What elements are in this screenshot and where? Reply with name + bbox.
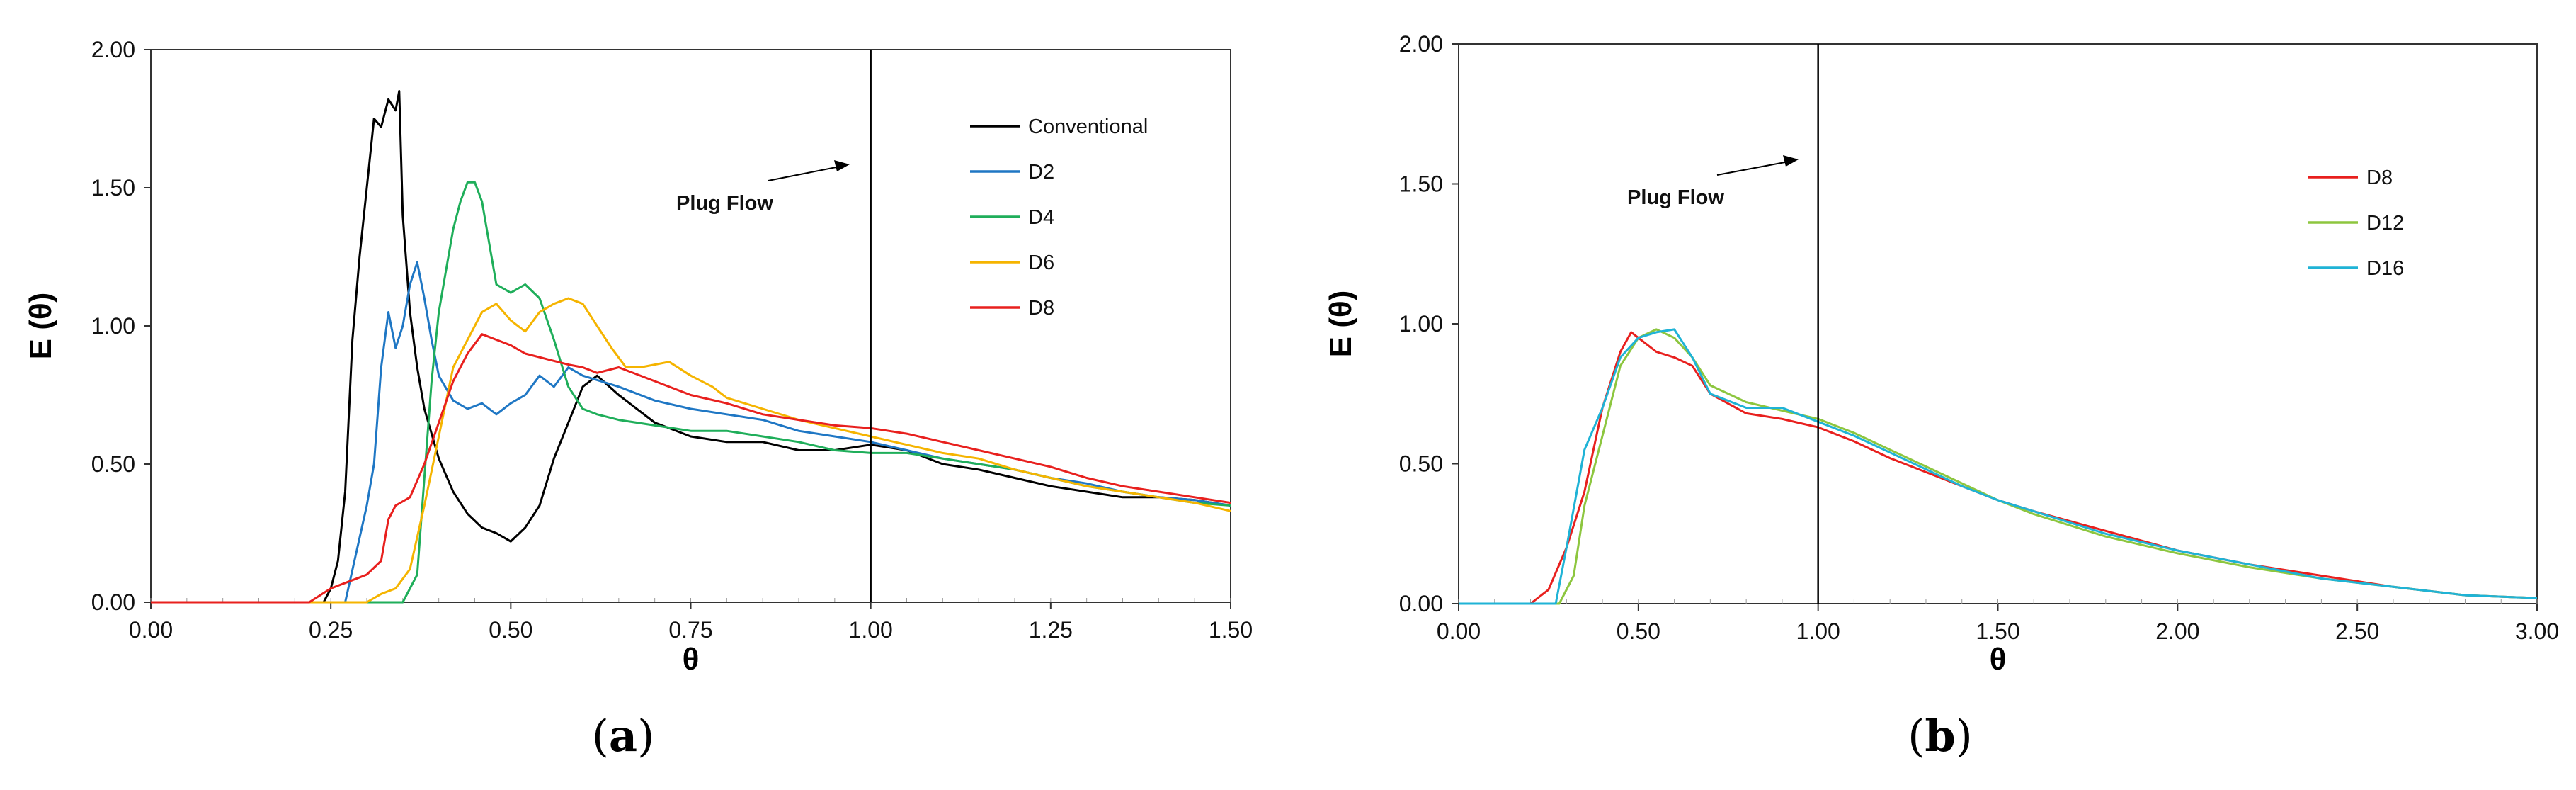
- x-tick-label: 0.00: [1437, 619, 1481, 644]
- arrow-head: [834, 160, 850, 171]
- arrow-head: [1783, 155, 1799, 167]
- series-line-conventional: [151, 90, 1231, 604]
- tick-group: 0.00 0.50 1.00 1.50 2.00 2.50 3.00 0.00 0.50 1.00…: [1399, 31, 2559, 644]
- caption-letter: a: [609, 710, 637, 762]
- arrow-shaft: [768, 166, 840, 181]
- x-tick-label: 0.75: [668, 617, 712, 643]
- series-line-d4: [151, 181, 1231, 604]
- y-axis-label: E (θ): [1323, 290, 1358, 358]
- x-tick-label: 0.50: [489, 617, 532, 643]
- plug-flow-arrow: [768, 160, 850, 181]
- y-tick-label: 1.50: [91, 175, 135, 201]
- x-tick-label: 3.00: [2515, 619, 2559, 644]
- series-line-d12: [1459, 328, 2538, 605]
- x-tick-label: 1.50: [1209, 617, 1253, 643]
- plot-frame: [1458, 43, 2538, 604]
- caption-letter: b: [1925, 710, 1955, 762]
- series-line-d16: [1459, 328, 2538, 605]
- legend-label: D8: [1028, 297, 1054, 320]
- x-tick-label: 1.50: [1976, 619, 2019, 644]
- y-tick-label: 1.50: [1399, 171, 1443, 197]
- plug-flow-label: Plug Flow: [676, 192, 773, 215]
- chart-panel-b: 0.00 0.50 1.00 1.50 2.00 2.50 3.00 0.00 0.50 1.00…: [1323, 31, 2559, 762]
- series-line-d8: [151, 333, 1231, 604]
- legend: D8 D12 D16: [2308, 167, 2404, 280]
- series-line-d2: [151, 261, 1231, 604]
- arrow-shaft: [1716, 161, 1789, 176]
- plug-flow-arrow: [1716, 155, 1799, 176]
- legend-label: D12: [2366, 212, 2404, 235]
- plug-flow-label: Plug Flow: [1627, 186, 1724, 209]
- legend-label: D8: [2366, 167, 2393, 189]
- legend: Conventional D2 D4 D6 D8: [970, 115, 1148, 320]
- legend-label: D16: [2366, 257, 2404, 280]
- y-tick-label: 2.00: [91, 37, 135, 62]
- x-axis-label: θ: [683, 642, 700, 677]
- x-tick-label: 1.25: [1029, 617, 1073, 643]
- x-tick-label: 2.50: [2335, 619, 2379, 644]
- series-group: [151, 90, 1231, 604]
- x-tick-label: 2.00: [2155, 619, 2199, 644]
- y-tick-label: 0.00: [1399, 591, 1443, 616]
- series-line-d6: [151, 297, 1231, 604]
- legend-label: D6: [1028, 252, 1054, 274]
- x-tick-label: 0.00: [129, 617, 173, 643]
- y-tick-label: 0.50: [1399, 451, 1443, 477]
- x-tick-label: 0.25: [309, 617, 353, 643]
- caption-a: (a): [592, 710, 655, 762]
- x-tick-label: 1.00: [1796, 619, 1840, 644]
- tick-group: 0.00 0.25 0.50 0.75 1.00 1.25 1.50 0.00 0.50 1.00…: [91, 37, 1253, 643]
- legend-label: D2: [1028, 161, 1054, 184]
- series-line-d8: [1459, 331, 2538, 605]
- legend-label: D4: [1028, 206, 1054, 229]
- series-group: [1459, 328, 2538, 605]
- y-tick-label: 0.00: [91, 589, 135, 615]
- y-tick-label: 1.00: [91, 313, 135, 339]
- y-tick-label: 2.00: [1399, 31, 1443, 57]
- x-axis-label: θ: [1990, 642, 2007, 677]
- caption-b: (b): [1908, 710, 1973, 762]
- y-axis-label: E (θ): [23, 293, 58, 360]
- x-tick-label: 1.00: [849, 617, 893, 643]
- chart-panel-a: 0.00 0.25 0.50 0.75 1.00 1.25 1.50 0.00 0.50 1.00…: [23, 37, 1253, 762]
- y-tick-label: 0.50: [91, 451, 135, 477]
- x-tick-label: 0.50: [1617, 619, 1660, 644]
- legend-label: Conventional: [1028, 115, 1148, 138]
- y-tick-label: 1.00: [1399, 311, 1443, 337]
